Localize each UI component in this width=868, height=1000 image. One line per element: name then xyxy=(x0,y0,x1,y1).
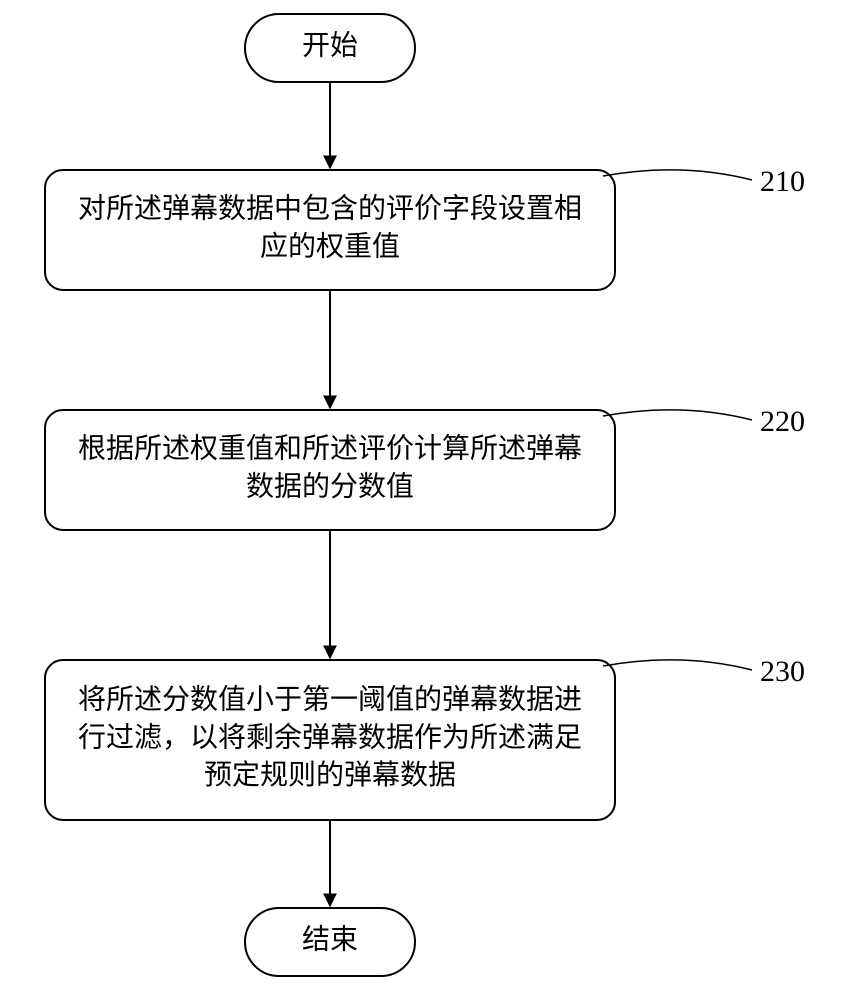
node-text: 结束 xyxy=(302,923,358,955)
node-text: 根据所述权重值和所述评价计算所述弹幕 xyxy=(78,433,582,465)
node-text: 应的权重值 xyxy=(260,230,400,262)
step-label: 210 xyxy=(760,165,805,198)
node-text: 行过滤，以将剩余弹幕数据作为所述满足 xyxy=(78,721,582,753)
flowchart-canvas: 开始对所述弹幕数据中包含的评价字段设置相应的权重值 210 根据所述权重值和所述评价… xyxy=(0,0,868,1000)
node-text: 开始 xyxy=(302,29,358,61)
node-text: 对所述弹幕数据中包含的评价字段设置相 xyxy=(78,193,582,225)
node-text: 数据的分数值 xyxy=(246,470,414,502)
node-text: 预定规则的弹幕数据 xyxy=(204,759,456,791)
node-text: 将所述分数值小于第一阈值的弹幕数据进 xyxy=(78,684,582,716)
step-label: 230 xyxy=(760,655,805,688)
step-label: 220 xyxy=(760,405,805,438)
